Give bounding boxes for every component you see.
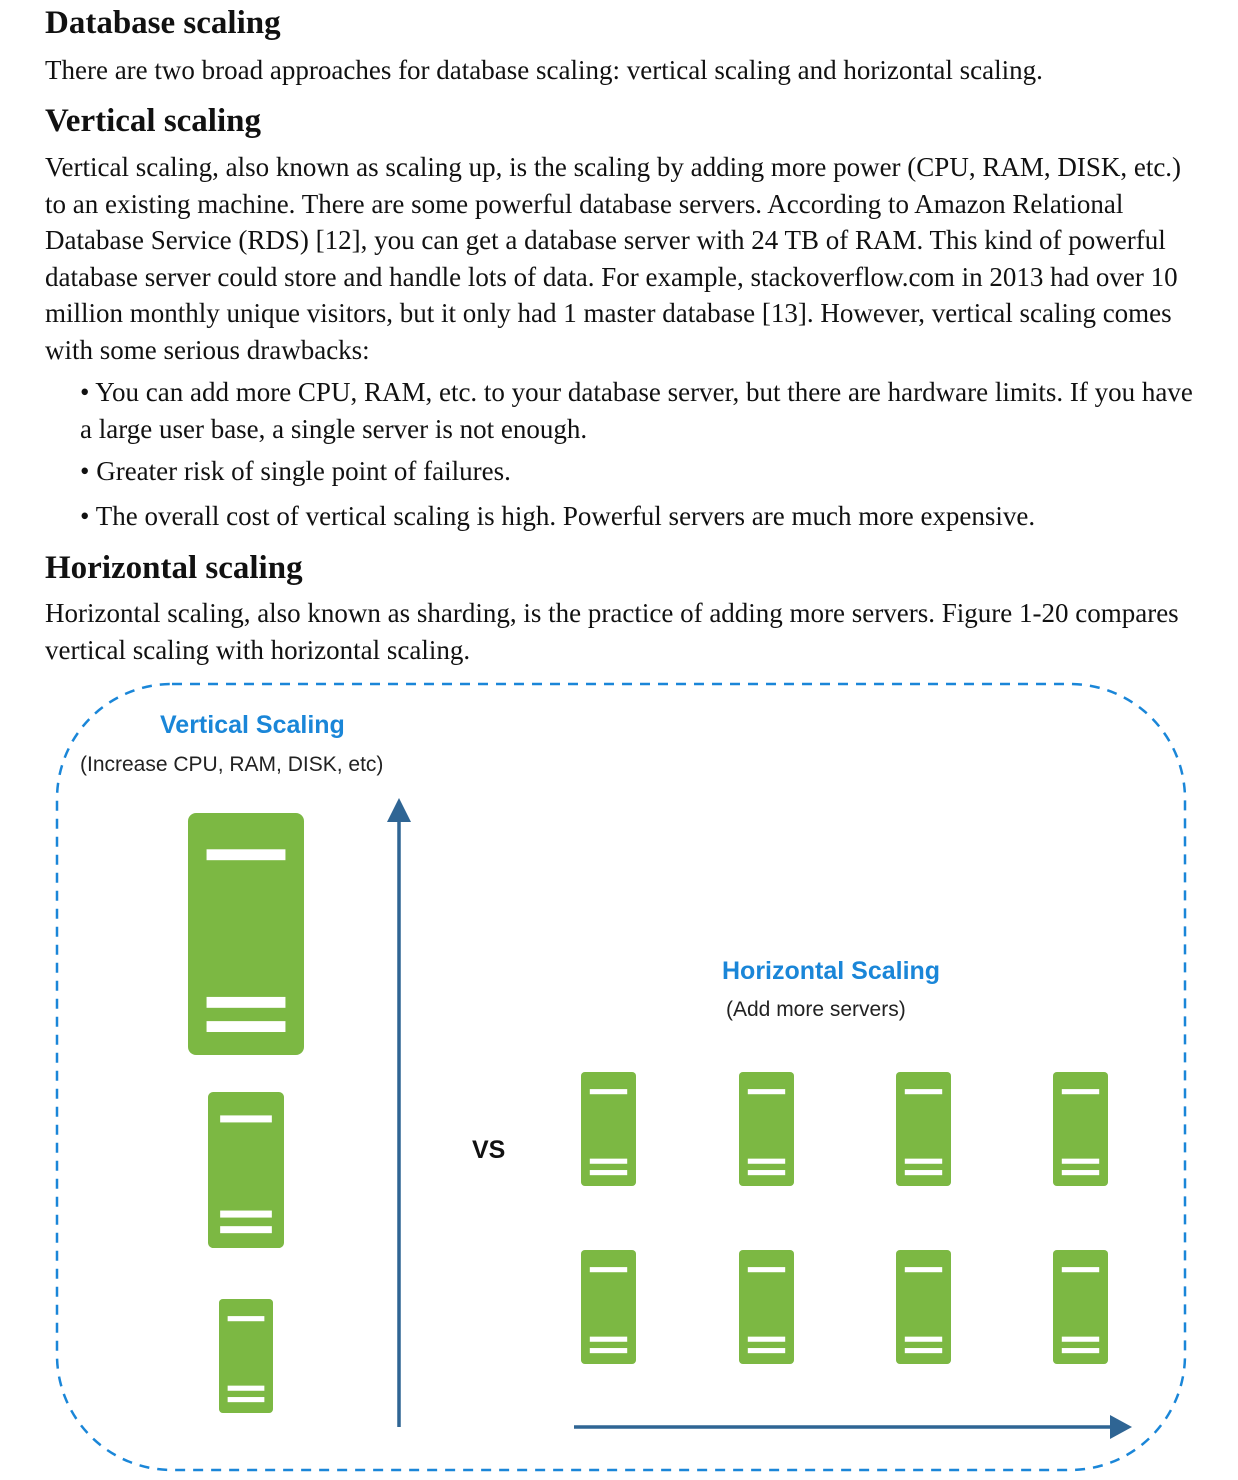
bullet-item: • You can add more CPU, RAM, etc. to you… bbox=[80, 377, 1193, 444]
vertical-paragraph: Vertical scaling, also known as scaling … bbox=[45, 152, 1182, 365]
horizontal-heading: Horizontal scaling bbox=[45, 550, 303, 586]
horizontal-paragraph: Horizontal scaling, also known as shardi… bbox=[45, 598, 1179, 665]
server-icon bbox=[1053, 1072, 1108, 1186]
server-icon bbox=[739, 1072, 794, 1186]
horizontal-scaling-subtitle: (Add more servers) bbox=[726, 998, 906, 1021]
server-icon bbox=[581, 1250, 636, 1364]
vertical-heading: Vertical scaling bbox=[45, 103, 261, 139]
server-icon bbox=[739, 1250, 794, 1364]
server-icon-large bbox=[188, 813, 304, 1055]
vertical-scaling-title: Vertical Scaling bbox=[160, 711, 345, 739]
vs-label: VS bbox=[472, 1136, 505, 1164]
intro-paragraph: There are two broad approaches for datab… bbox=[45, 55, 1043, 85]
horizontal-scaling-title: Horizontal Scaling bbox=[722, 957, 940, 985]
server-icon bbox=[581, 1072, 636, 1186]
server-icon-small bbox=[219, 1299, 273, 1413]
vertical-scaling-subtitle: (Increase CPU, RAM, DISK, etc) bbox=[80, 753, 383, 776]
server-icon bbox=[896, 1250, 951, 1364]
bullet-item: • The overall cost of vertical scaling i… bbox=[80, 501, 1036, 531]
section-heading: Database scaling bbox=[45, 5, 281, 41]
vertical-arrow-head bbox=[387, 798, 411, 822]
server-icon-medium bbox=[208, 1092, 284, 1248]
server-icon bbox=[1053, 1250, 1108, 1364]
horizontal-arrow-head bbox=[1110, 1415, 1132, 1439]
server-icon bbox=[896, 1072, 951, 1186]
figure-border bbox=[55, 682, 1187, 1472]
bullet-item: • Greater risk of single point of failur… bbox=[80, 456, 511, 486]
